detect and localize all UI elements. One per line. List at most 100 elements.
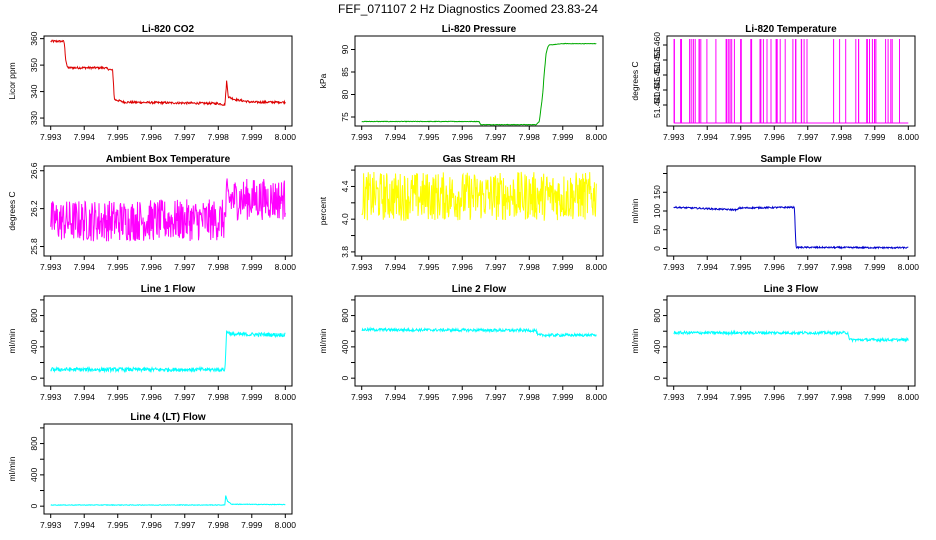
- x-tick-label: 7.995: [418, 132, 440, 142]
- x-tick-label: 7.993: [40, 392, 62, 402]
- plot-frame: [666, 165, 916, 257]
- series-line-line-2: [361, 326, 597, 339]
- x-tick-label: 7.996: [141, 520, 163, 530]
- chart-title: Line 1 Flow: [141, 284, 196, 295]
- plot-frame: [43, 295, 293, 387]
- chart-panel-3: Li-820 Temperature 7.993 7.994 7.995 7.996 7.…: [630, 24, 919, 142]
- x-tick-label: 7.999: [552, 392, 574, 402]
- y-axis-label: ml/min: [7, 456, 17, 481]
- x-tick-label: 8.000: [898, 132, 920, 142]
- x-tick-label: 7.994: [385, 132, 407, 142]
- x-tick-label: 7.999: [552, 262, 574, 272]
- x-tick-label: 7.994: [385, 262, 407, 272]
- x-tick-label: 8.000: [586, 132, 608, 142]
- series-line-ambient: [50, 178, 286, 242]
- x-tick-label: 7.996: [452, 262, 474, 272]
- x-tick-label: 8.000: [275, 262, 297, 272]
- chart-panel-9: Line 3 Flow 7.993 7.994 7.995 7.996 7.997 7.99…: [630, 284, 919, 402]
- y-axis-label: degrees C: [7, 191, 17, 230]
- x-tick-label: 7.993: [40, 262, 62, 272]
- series-line-temperature: [673, 39, 909, 124]
- x-tick-label: 8.000: [275, 392, 297, 402]
- y-tick-label: 51.460: [652, 32, 662, 58]
- x-tick-label: 7.993: [351, 262, 373, 272]
- chart-title: Line 3 Flow: [764, 284, 819, 295]
- x-tick-label: 7.993: [663, 262, 685, 272]
- x-tick-label: 7.998: [208, 520, 230, 530]
- y-tick-label: 85: [340, 67, 350, 77]
- x-tick-label: 7.999: [241, 262, 263, 272]
- y-tick-label: 0: [340, 376, 350, 381]
- y-tick-label: 80: [340, 90, 350, 100]
- x-tick-label: 7.995: [730, 262, 752, 272]
- y-axis-label: ml/min: [630, 198, 640, 223]
- x-tick-label: 7.996: [141, 262, 163, 272]
- x-tick-label: 7.995: [418, 262, 440, 272]
- chart-title: Li-820 Pressure: [442, 24, 517, 35]
- x-tick-label: 7.998: [208, 392, 230, 402]
- y-tick-label: 400: [340, 340, 350, 354]
- x-tick-label: 7.997: [797, 262, 819, 272]
- y-tick-label: 400: [652, 340, 662, 354]
- x-tick-label: 7.994: [74, 392, 96, 402]
- x-tick-label: 7.994: [697, 132, 719, 142]
- x-tick-label: 7.994: [697, 392, 719, 402]
- y-axis-label: ml/min: [630, 328, 640, 353]
- y-tick-label: 800: [340, 308, 350, 322]
- x-tick-label: 7.993: [351, 392, 373, 402]
- series-line-line-3: [673, 329, 909, 343]
- chart-panel-7: Line 1 Flow 7.993 7.994 7.995 7.996 7.997 7.99…: [7, 284, 296, 402]
- x-tick-label: 7.998: [831, 262, 853, 272]
- chart-panel-5: Gas Stream RH 7.993 7.994 7.995 7.996 7.997 7.…: [318, 154, 607, 272]
- y-axis-label: kPa: [318, 73, 328, 88]
- plot-frame: [43, 35, 293, 127]
- x-tick-label: 7.995: [107, 520, 129, 530]
- series-line-line-4: [50, 495, 286, 507]
- x-tick-label: 7.995: [730, 392, 752, 402]
- x-tick-label: 7.998: [831, 132, 853, 142]
- chart-title: Gas Stream RH: [443, 154, 516, 165]
- x-tick-label: 7.994: [697, 262, 719, 272]
- x-tick-label: 7.994: [385, 392, 407, 402]
- x-tick-label: 7.998: [208, 132, 230, 142]
- x-tick-label: 7.994: [74, 262, 96, 272]
- x-tick-label: 7.993: [40, 520, 62, 530]
- y-tick-label: 3.8: [340, 246, 350, 258]
- y-axis-label: ml/min: [7, 328, 17, 353]
- x-tick-label: 8.000: [586, 392, 608, 402]
- y-tick-label: 400: [29, 468, 39, 482]
- x-tick-label: 7.999: [864, 132, 886, 142]
- chart-title: Sample Flow: [760, 154, 821, 165]
- x-tick-label: 7.993: [40, 132, 62, 142]
- y-tick-label: 0: [652, 376, 662, 381]
- y-tick-label: 51.440: [652, 92, 662, 118]
- x-tick-label: 7.997: [174, 132, 196, 142]
- chart-title: Li-820 Temperature: [745, 24, 837, 35]
- y-tick-label: 340: [29, 84, 39, 98]
- chart-title: Line 2 Flow: [452, 284, 507, 295]
- x-tick-label: 7.996: [764, 132, 786, 142]
- chart-panel-10: Line 4 (LT) Flow 7.993 7.994 7.995 7.996 7.99…: [7, 412, 296, 530]
- x-tick-label: 7.999: [241, 132, 263, 142]
- x-tick-label: 7.996: [764, 392, 786, 402]
- y-tick-label: 350: [29, 58, 39, 72]
- x-tick-label: 7.997: [174, 262, 196, 272]
- y-tick-label: 800: [29, 436, 39, 450]
- plot-frame: [354, 165, 604, 257]
- series-line-pressure: [361, 42, 597, 126]
- x-tick-label: 7.996: [452, 132, 474, 142]
- x-tick-label: 7.999: [241, 392, 263, 402]
- x-tick-label: 7.997: [485, 132, 507, 142]
- x-tick-label: 7.999: [864, 262, 886, 272]
- x-tick-label: 7.998: [208, 262, 230, 272]
- x-tick-label: 7.995: [107, 392, 129, 402]
- chart-title: Li-820 CO2: [142, 24, 195, 35]
- x-tick-label: 7.997: [797, 132, 819, 142]
- x-tick-label: 7.993: [351, 132, 373, 142]
- chart-panel-2: Li-820 Pressure 7.993 7.994 7.995 7.996 7.997…: [318, 24, 607, 142]
- y-tick-label: 51.450: [652, 62, 662, 88]
- y-tick-label: 26.6: [29, 162, 39, 179]
- plot-frame: [43, 423, 293, 515]
- chart-panel-8: Line 2 Flow 7.993 7.994 7.995 7.996 7.997 7.99…: [318, 284, 607, 402]
